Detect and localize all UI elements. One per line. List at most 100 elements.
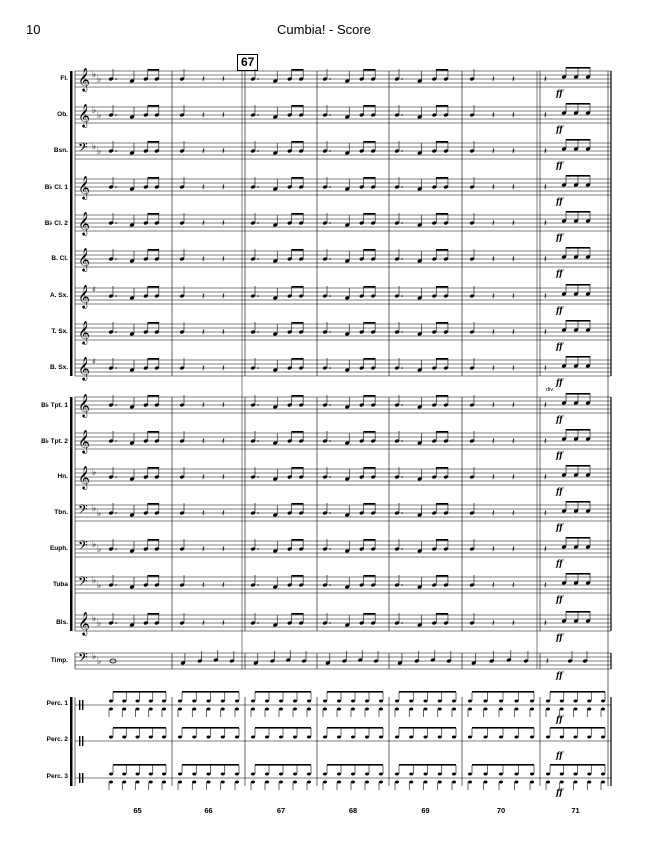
perc-notehead [483,699,488,703]
perc-notehead [483,772,488,776]
rest-icon: 𝄽 [202,183,205,193]
notehead [585,328,591,332]
instrument-label: Perc. 1 [46,700,68,707]
perc-notehead [499,699,503,703]
perc-notehead [530,699,534,703]
notehead [345,223,350,227]
dot [257,150,259,152]
notehead [322,113,328,117]
notehead [443,330,449,334]
beam [436,286,448,288]
notehead [250,221,256,225]
notehead [469,330,475,334]
treble-clef-icon: 𝄞 [78,393,90,418]
perc-notehead [601,735,605,739]
dynamic-ff: ff [555,787,564,797]
instrument-label: Perc. 3 [46,773,68,780]
beam [363,613,376,615]
perc-notehead [162,772,166,776]
notehead [143,621,148,625]
notehead [443,185,449,189]
beam [436,358,448,360]
perc-notehead [499,735,503,739]
notehead [179,149,185,153]
notehead [561,581,567,585]
treble-clef-icon: 𝄞 [78,429,90,454]
notehead [394,113,400,117]
beam [363,358,376,360]
perc-notehead [162,707,166,711]
treble-clef-icon: 𝄞 [78,67,90,92]
notehead [359,330,364,334]
notehead [250,621,256,625]
beam [113,727,166,729]
dot [115,404,117,406]
beam [363,105,376,107]
notehead [143,439,148,443]
notehead [322,294,328,298]
notehead [585,437,591,441]
notehead [345,368,350,372]
rest-icon: 𝄽 [492,183,495,193]
rest-icon: 𝄽 [544,292,547,302]
beam [566,139,590,141]
measure-number: 67 [276,806,286,815]
notehead [179,330,185,334]
notehead [561,401,567,405]
rest-icon: 𝄽 [512,219,515,229]
notehead [287,221,292,225]
beam [291,503,304,505]
beam [113,764,166,766]
rest-icon: 𝄽 [202,581,205,591]
perc-notehead [323,780,327,784]
instrument-label: Euph. [49,545,68,552]
perc-notehead [437,735,442,739]
notehead [322,77,328,81]
dot [257,331,259,333]
percussion-clef-icon [79,700,81,710]
rest-icon: 𝄽 [492,75,495,85]
rehearsal-mark: 67 [237,54,259,71]
notehead [561,364,567,368]
perc-notehead [235,735,239,739]
perc-notehead [148,780,153,784]
rest-icon: 𝄽 [222,75,225,85]
rest-icon: 𝄽 [202,328,205,338]
perc-notehead [148,707,153,711]
perc-notehead [337,707,341,711]
notehead [287,257,292,261]
dot [329,440,331,442]
beam [566,393,590,395]
notehead [394,366,400,370]
notehead [371,185,376,189]
perc-notehead [351,699,355,703]
beam [566,175,590,177]
notehead [299,330,304,334]
beam [436,177,448,179]
perc-notehead [395,699,399,703]
rest-icon: 𝄽 [202,437,205,447]
notehead [143,366,148,370]
perc-notehead [265,707,269,711]
notehead [325,661,330,665]
notehead [179,77,185,81]
notehead [561,473,567,477]
beam [327,727,383,729]
notehead [322,403,328,407]
notehead [322,149,328,153]
perc-notehead [135,735,140,739]
dot [115,258,117,260]
beam [147,322,159,324]
dynamic-ff: ff [555,341,564,351]
dot [257,548,259,550]
notehead [359,511,364,515]
percussion-clef-icon [79,736,81,746]
notehead [273,623,278,627]
beam [566,320,590,322]
notehead [345,296,350,300]
dot [257,584,259,586]
perc-notehead [395,772,399,776]
rest-icon: 𝄽 [544,473,547,483]
beam [363,177,376,179]
notehead [108,185,114,189]
